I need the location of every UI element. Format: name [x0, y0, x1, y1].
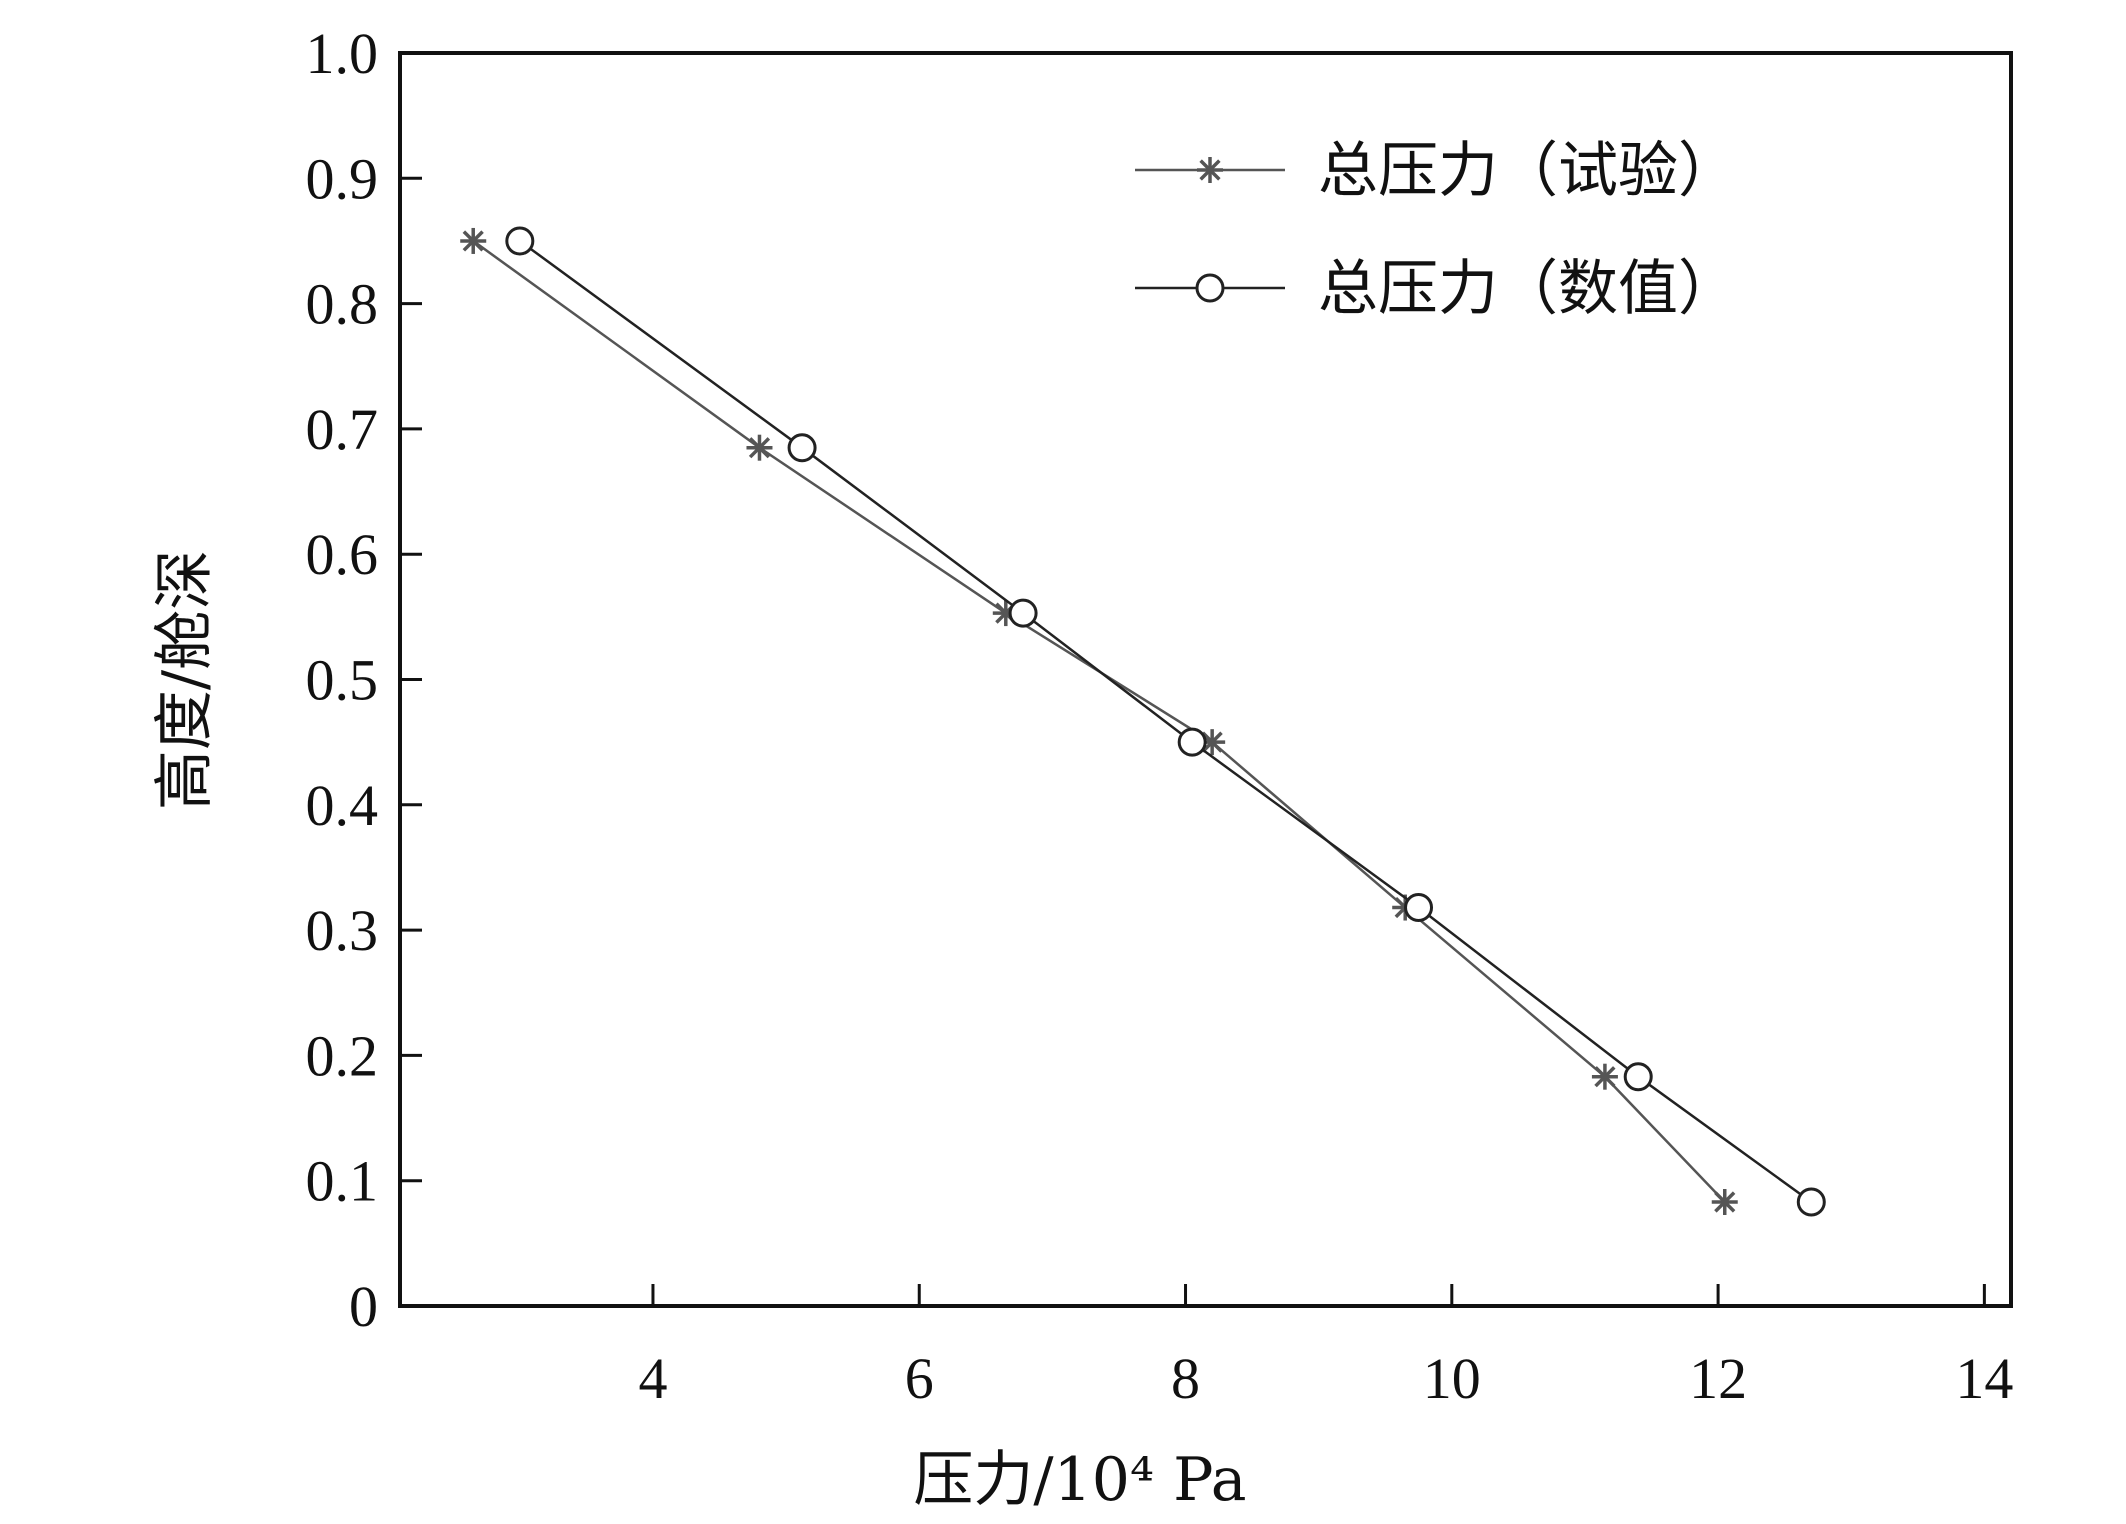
series-line-1	[472, 239, 1726, 1203]
y-tick-label: 0.7	[306, 397, 379, 462]
y-tick-label: 0.8	[306, 272, 379, 337]
y-axis-title: 高度/舱深	[150, 550, 220, 810]
x-axis-title: 压力/10⁴ Pa	[913, 1445, 1246, 1515]
y-tick-label: 0.1	[306, 1149, 379, 1214]
series-1-point	[1711, 1189, 1738, 1216]
series-2-point	[1404, 893, 1434, 923]
series-2-point	[505, 226, 535, 256]
x-axis-ticks: 4 6 8 10 12 14	[638, 1284, 2013, 1411]
plot-frame	[398, 51, 2013, 1308]
y-tick-label: 0.6	[306, 522, 379, 587]
series-1-point	[1591, 1063, 1618, 1090]
series-1-point	[746, 434, 773, 461]
y-tick-label: 1.0	[306, 21, 379, 86]
series-2-point	[787, 433, 817, 463]
series-2-point	[1796, 1187, 1826, 1217]
x-tick-label: 14	[1955, 1346, 2013, 1411]
series-1-point	[460, 227, 487, 254]
legend-label-2: 总压力（数值）	[1318, 254, 1738, 324]
x-tick-label: 12	[1689, 1346, 1747, 1411]
series-2-point	[1623, 1062, 1653, 1092]
legend-marker-2	[1195, 273, 1225, 303]
y-tick-label: 0.2	[306, 1023, 379, 1088]
series-line-2	[519, 239, 1813, 1204]
series-1-point	[1199, 729, 1226, 756]
y-tick-label: 0.3	[306, 898, 379, 963]
x-tick-label: 4	[638, 1346, 667, 1411]
y-tick-label: 0.4	[306, 773, 379, 838]
y-axis-ticks: 0 0.1 0.2 0.3 0.4 0.5 0.6 0.7 0.8 0.9 1.0	[306, 21, 422, 1339]
x-tick-label: 6	[905, 1346, 934, 1411]
series-2-point	[1177, 727, 1207, 757]
y-tick-label: 0	[349, 1274, 378, 1339]
series-layer	[460, 226, 1826, 1217]
series-2-point	[1008, 598, 1038, 628]
x-tick-label: 8	[1171, 1346, 1200, 1411]
y-tick-label: 0.9	[306, 146, 379, 211]
x-tick-label: 10	[1423, 1346, 1481, 1411]
legend-marker-1	[1197, 157, 1223, 183]
legend: 总压力（试验） 总压力（数值）	[1135, 136, 1738, 324]
y-tick-label: 0.5	[306, 648, 379, 713]
legend-label-1: 总压力（试验）	[1318, 136, 1738, 206]
